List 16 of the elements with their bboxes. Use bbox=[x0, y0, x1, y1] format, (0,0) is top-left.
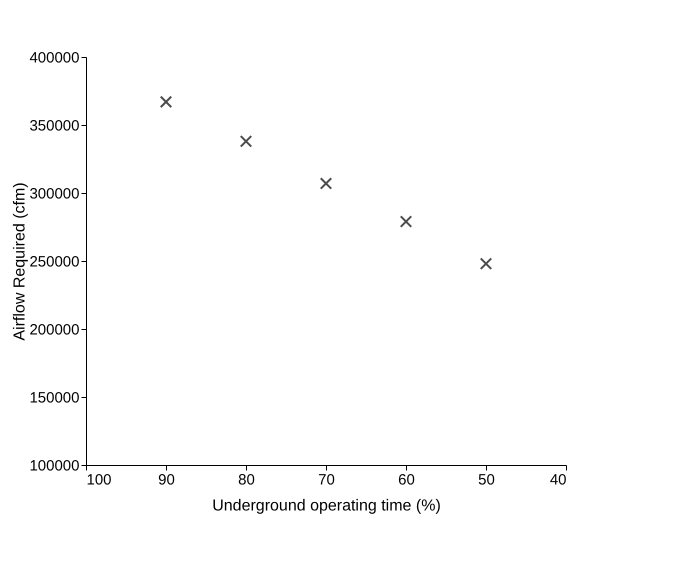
y-axis-title: Airflow Required (cfm) bbox=[11, 182, 28, 341]
y-tick-label: 100000 bbox=[29, 458, 80, 474]
x-tick-label: 40 bbox=[550, 472, 566, 488]
x-tick-label: 50 bbox=[478, 472, 495, 488]
y-tick-label: 400000 bbox=[29, 50, 80, 66]
x-tick-label: 60 bbox=[398, 472, 415, 488]
y-tick-label: 250000 bbox=[29, 254, 80, 270]
x-axis-title: Underground operating time (%) bbox=[212, 498, 441, 514]
x-tick-label: 100 bbox=[86, 472, 112, 488]
y-tick-label: 300000 bbox=[29, 186, 80, 202]
y-tick-label: 200000 bbox=[29, 322, 80, 338]
y-tick-label: 350000 bbox=[29, 118, 80, 134]
x-tick-label: 90 bbox=[158, 472, 175, 488]
x-tick-label: 70 bbox=[318, 472, 335, 488]
y-tick-label: 150000 bbox=[29, 390, 80, 406]
x-tick-label: 80 bbox=[238, 472, 255, 488]
